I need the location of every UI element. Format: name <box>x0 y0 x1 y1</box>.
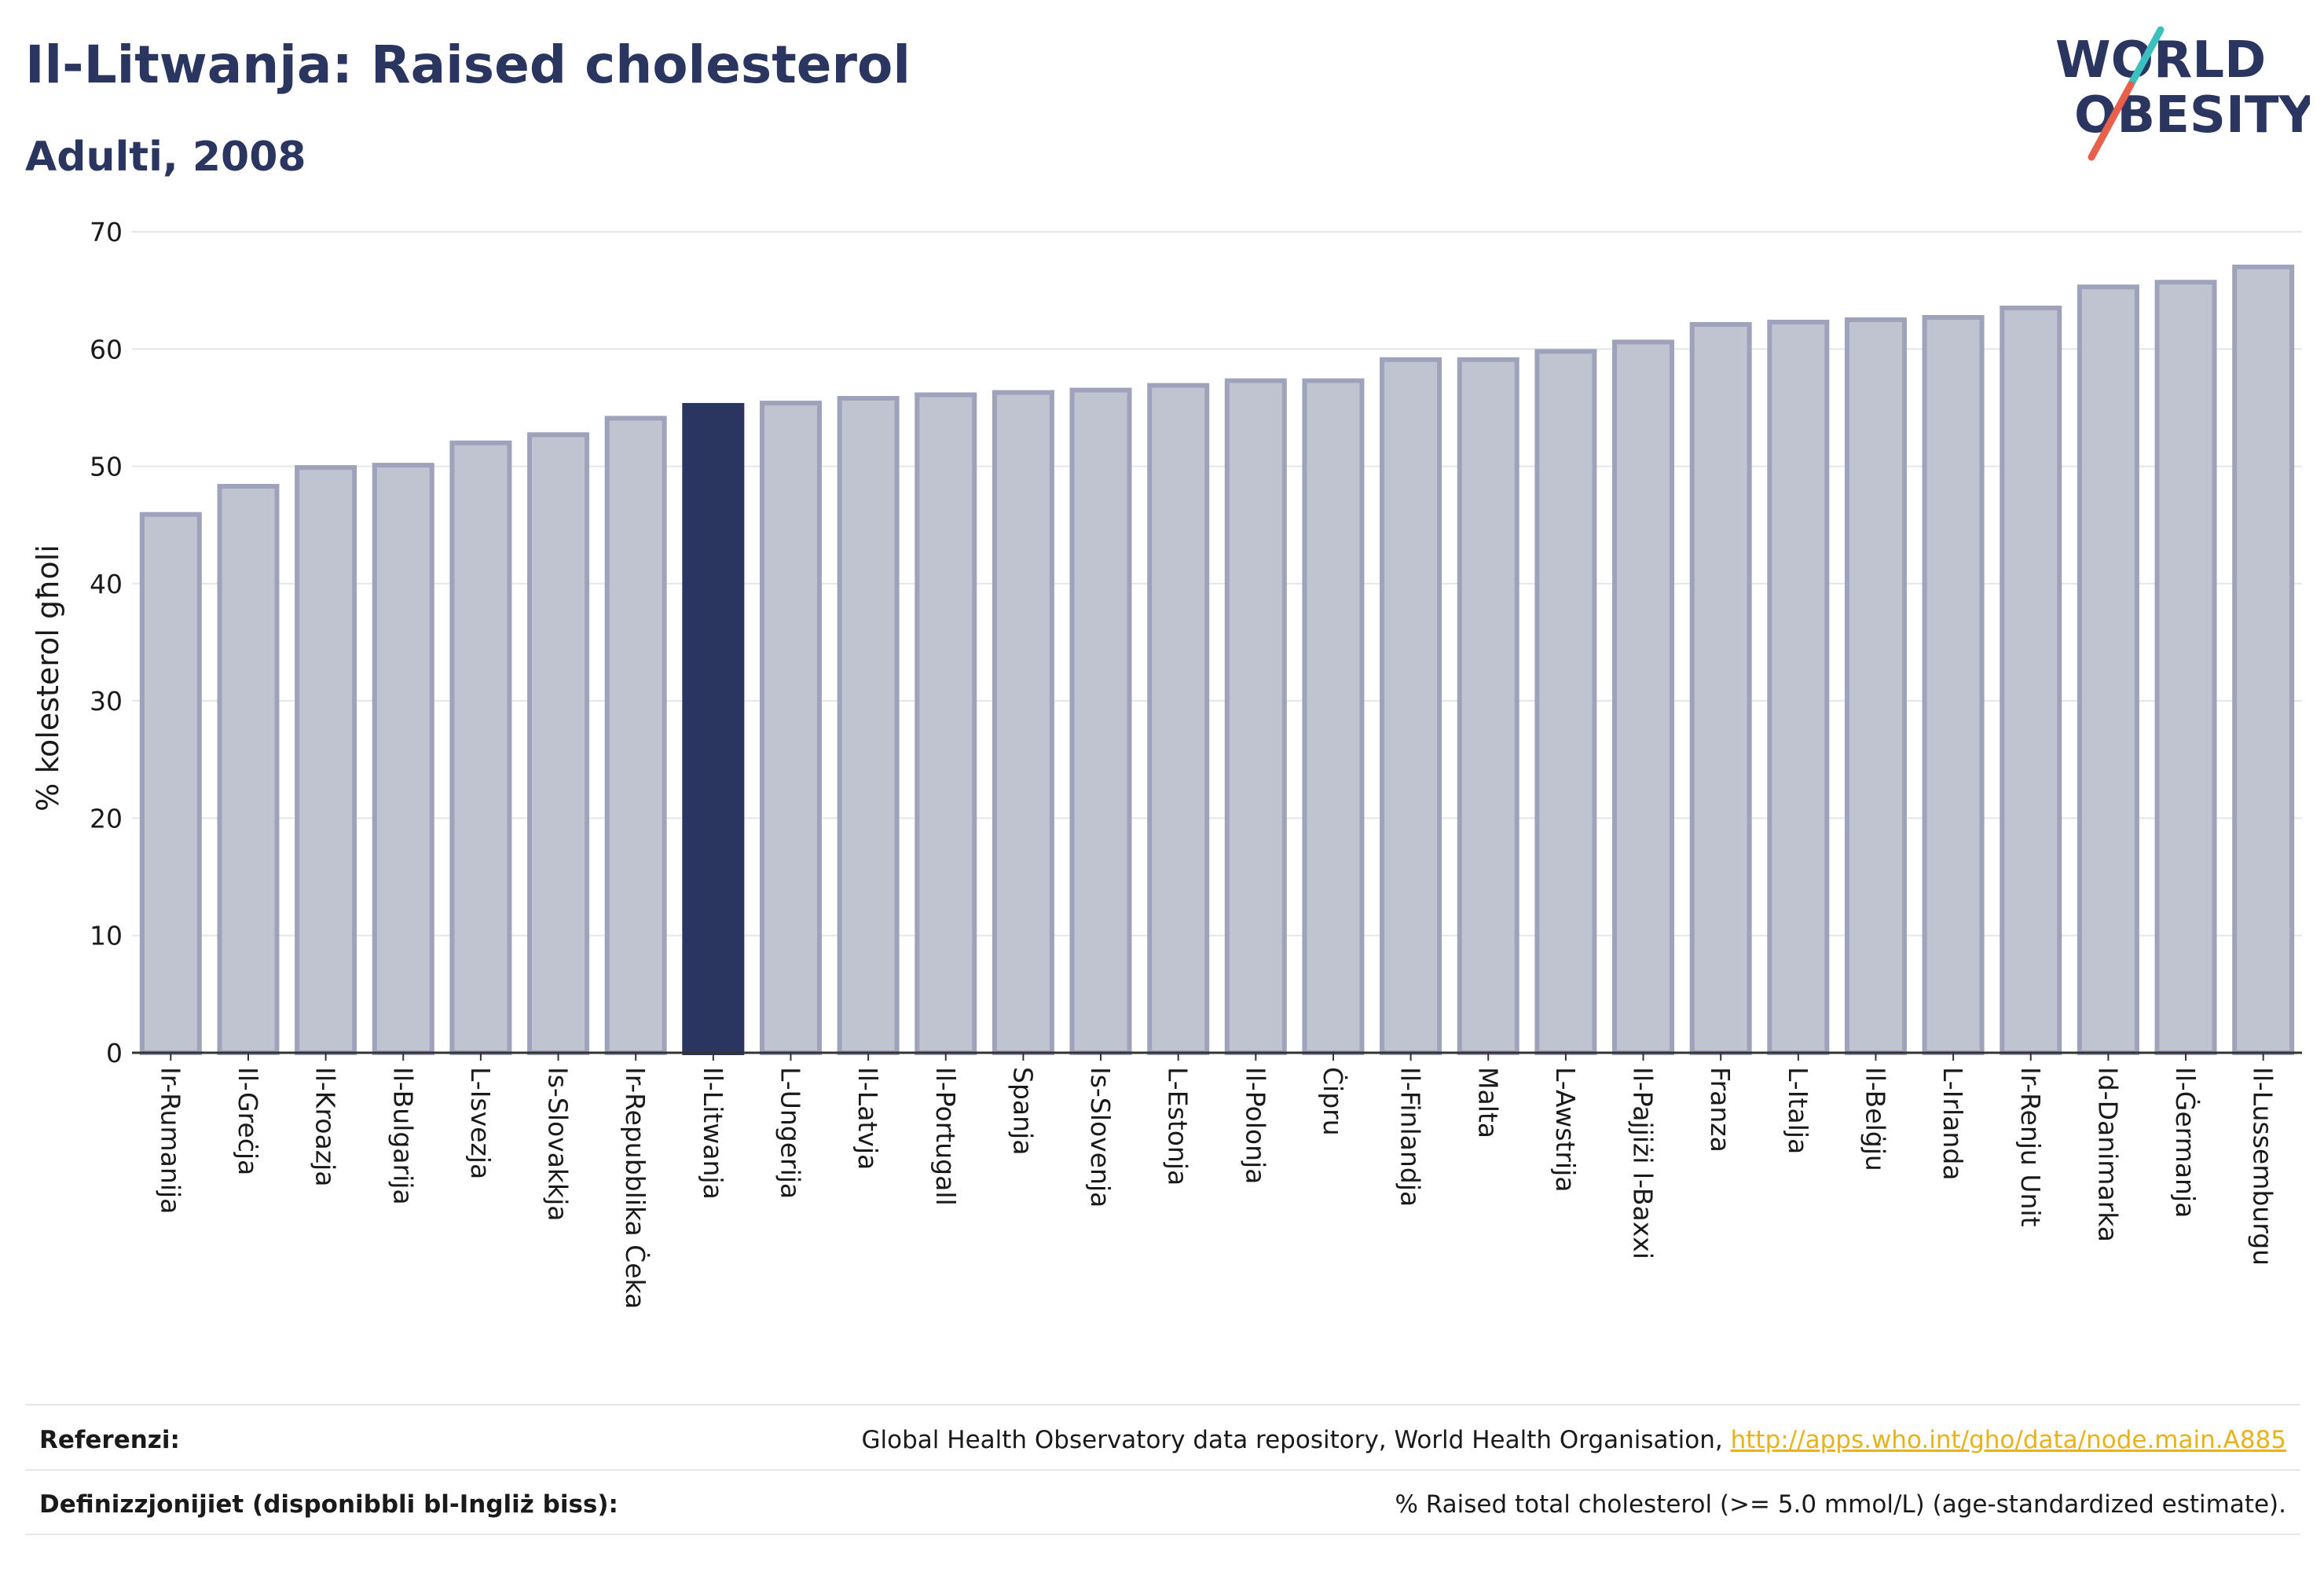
x-tick-label: Il-Litwanja <box>698 1067 728 1200</box>
bar <box>2232 264 2295 1055</box>
x-tick-label: Il-Finlandja <box>1395 1067 1426 1207</box>
bar <box>139 511 202 1055</box>
x-tick-label: Malta <box>1472 1067 1503 1138</box>
references-link[interactable]: http://apps.who.int/gho/data/node.main.A… <box>1730 1426 2286 1454</box>
definitions-label: Definizzjonijiet (disponibbli bl-Ingliż … <box>39 1490 618 1519</box>
references-text: Global Health Observatory data repositor… <box>861 1426 1731 1454</box>
y-tick-label: 0 <box>106 1038 123 1068</box>
x-tick-label: Ir-Repubblika Ċeka <box>620 1067 651 1309</box>
logo-line1: WORLD <box>2055 31 2266 90</box>
y-tick-label: 40 <box>90 569 123 599</box>
logo-slash-teal <box>2127 26 2165 89</box>
x-tick-label: Id-Danimarka <box>2092 1067 2123 1242</box>
x-tick-label: Il-Polonja <box>1240 1067 1270 1184</box>
x-tick-label: L-Estonja <box>1163 1067 1193 1186</box>
x-tick-label: Ċipru <box>1318 1067 1349 1136</box>
x-tick-label: L-Italja <box>1783 1067 1813 1154</box>
y-tick-label: 20 <box>90 803 123 834</box>
x-tick-label: Is-Slovenja <box>1085 1067 1116 1208</box>
x-tick-label: Il-Pajjiżi l-Baxxi <box>1628 1067 1659 1259</box>
y-tick-label: 30 <box>90 686 123 717</box>
bar <box>2077 284 2139 1055</box>
bar <box>1302 378 1365 1056</box>
y-tick-label: 10 <box>90 921 123 951</box>
x-tick-label: Il-Ġermanja <box>2170 1067 2201 1218</box>
x-tick-label: L-Awstrija <box>1550 1067 1581 1192</box>
x-tick-label: Il-Belġju <box>1860 1067 1890 1171</box>
x-tick-label: Spanja <box>1007 1067 1038 1155</box>
bars <box>139 264 2295 1056</box>
bar <box>1844 317 1907 1055</box>
x-tick-label: Il-Portugall <box>930 1067 961 1206</box>
bar <box>837 395 900 1055</box>
y-tick-label: 50 <box>90 452 123 482</box>
x-tick-label: L-Irlanda <box>1937 1067 1968 1181</box>
bar <box>915 392 977 1055</box>
world-obesity-logo: WORLD OBESITY <box>2055 26 2310 161</box>
x-tick-label: L-Ungerija <box>775 1067 805 1199</box>
axes <box>132 1051 2302 1061</box>
x-tick-label: Il-Latvja <box>852 1067 883 1170</box>
footer-divider-top <box>25 1404 2300 1406</box>
bar <box>527 432 590 1055</box>
x-tick-label: Ir-Rumanija <box>155 1067 185 1214</box>
y-axis-label: % kolesterol għoli <box>31 544 65 812</box>
page-subtitle: Adulti, 2008 <box>25 134 306 181</box>
definitions-value: % Raised total cholesterol (>= 5.0 mmol/… <box>1395 1490 2286 1519</box>
bar <box>449 440 512 1055</box>
bar <box>1380 357 1442 1055</box>
x-tick-label: Franza <box>1705 1067 1736 1153</box>
bar <box>372 463 434 1055</box>
references-label: Referenzi: <box>39 1426 180 1454</box>
bar <box>2000 306 2062 1055</box>
references-value: Global Health Observatory data repositor… <box>862 1426 2286 1454</box>
bar <box>604 416 667 1055</box>
x-tick-labels: Ir-Rumanija Il-Greċja Il-Kroazja Il-Bulgari… <box>155 1067 2278 1309</box>
bar <box>759 400 822 1055</box>
bar <box>1457 357 1519 1055</box>
footer-divider-mid <box>25 1469 2300 1471</box>
x-tick-label: Is-Slovakkja <box>543 1067 574 1222</box>
y-tick-label: 70 <box>90 217 123 247</box>
bar <box>1922 314 1985 1055</box>
bar-highlight <box>682 402 745 1055</box>
bar <box>992 390 1054 1055</box>
bar <box>295 465 357 1055</box>
bar <box>1689 321 1752 1055</box>
y-tick-labels: 0 10 20 30 40 50 60 70 <box>90 217 123 1068</box>
x-tick-label: Il-Bulgarija <box>387 1067 418 1205</box>
bar <box>1224 378 1287 1056</box>
bar <box>1534 349 1597 1055</box>
logo-slash-red <box>2088 81 2135 161</box>
x-tick-label: L-Isvezja <box>465 1067 496 1179</box>
footer-divider-bottom <box>25 1534 2300 1535</box>
bar <box>2154 280 2217 1055</box>
x-tick-label: Il-Kroazja <box>310 1067 341 1186</box>
x-tick-label: Il-Greċja <box>233 1067 263 1175</box>
page-title: Il-Litwanja: Raised cholesterol <box>25 35 911 95</box>
bar <box>1612 339 1675 1056</box>
bar <box>1767 319 1830 1055</box>
bar <box>217 483 280 1055</box>
x-tick-label: Ir-Renju Unit <box>2015 1067 2046 1227</box>
x-tick-label: Il-Lussemburgu <box>2248 1067 2278 1266</box>
y-tick-label: 60 <box>90 334 123 365</box>
bar <box>1147 383 1210 1056</box>
bar <box>1069 387 1132 1055</box>
